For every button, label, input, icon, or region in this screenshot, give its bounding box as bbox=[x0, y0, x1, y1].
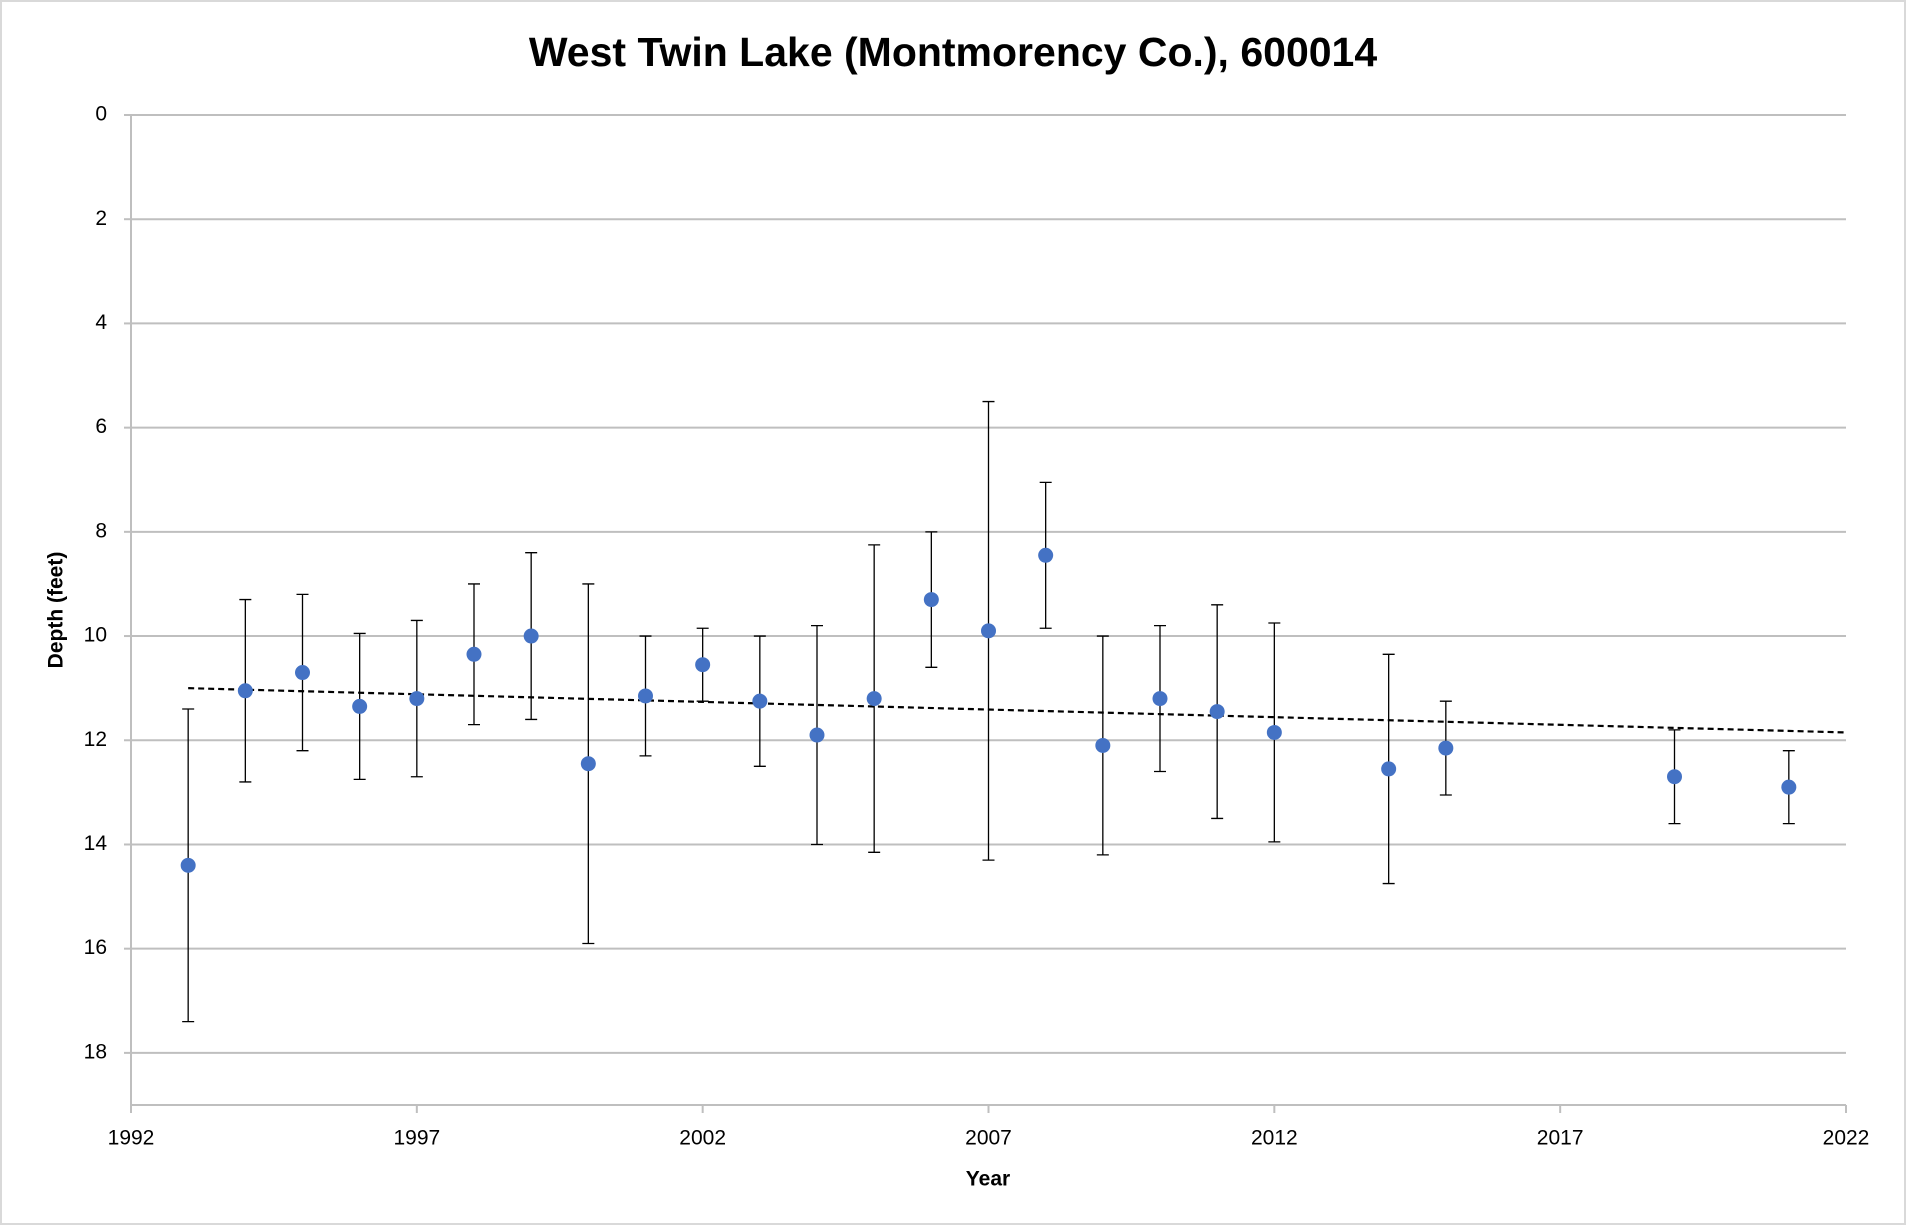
trendline bbox=[188, 687, 1847, 734]
data-point bbox=[1095, 737, 1111, 753]
x-tick-label: 2012 bbox=[1251, 1127, 1298, 1150]
x-tick-label: 1997 bbox=[393, 1127, 440, 1150]
y-tick-label: 2 bbox=[95, 207, 107, 230]
data-point bbox=[1667, 769, 1682, 785]
y-tick-label: 0 bbox=[95, 103, 107, 126]
data-point bbox=[466, 646, 482, 662]
data-point bbox=[981, 623, 996, 639]
y-tick-label: 6 bbox=[95, 415, 107, 438]
x-axis-title: Year bbox=[966, 1168, 1010, 1191]
data-point bbox=[1781, 779, 1797, 795]
y-tick-label: 14 bbox=[84, 832, 108, 855]
data-point bbox=[866, 691, 882, 707]
data-point bbox=[180, 857, 196, 873]
data-point bbox=[809, 727, 825, 743]
data-point bbox=[695, 657, 711, 673]
data-point bbox=[580, 756, 596, 772]
data-point bbox=[1038, 547, 1054, 563]
data-point bbox=[237, 683, 253, 699]
y-tick-label: 4 bbox=[95, 311, 107, 334]
data-point bbox=[923, 592, 939, 608]
y-tick-label: 16 bbox=[84, 936, 107, 959]
data-point bbox=[523, 628, 539, 644]
data-point bbox=[1381, 761, 1397, 777]
y-tick-label: 8 bbox=[95, 519, 107, 542]
data-point bbox=[1266, 724, 1282, 740]
data-point bbox=[1438, 740, 1454, 756]
data-point bbox=[1209, 704, 1225, 720]
data-point bbox=[638, 688, 653, 704]
data-point bbox=[752, 693, 768, 709]
chart-title: West Twin Lake (Montmorency Co.), 600014 bbox=[529, 29, 1378, 75]
y-axis-title: Depth (feet) bbox=[45, 552, 68, 669]
x-tick-label: 2007 bbox=[965, 1127, 1012, 1150]
x-tick-label: 2022 bbox=[1823, 1127, 1870, 1150]
y-tick-label: 18 bbox=[84, 1040, 107, 1063]
x-tick-label: 1992 bbox=[108, 1127, 155, 1150]
y-tick-label: 10 bbox=[84, 624, 107, 647]
data-point bbox=[295, 665, 310, 681]
x-tick-label: 2017 bbox=[1537, 1127, 1584, 1150]
data-point bbox=[1152, 691, 1168, 707]
data-point bbox=[409, 691, 425, 707]
y-tick-label: 12 bbox=[84, 728, 107, 751]
x-tick-label: 2002 bbox=[679, 1127, 726, 1150]
data-point bbox=[352, 698, 368, 714]
